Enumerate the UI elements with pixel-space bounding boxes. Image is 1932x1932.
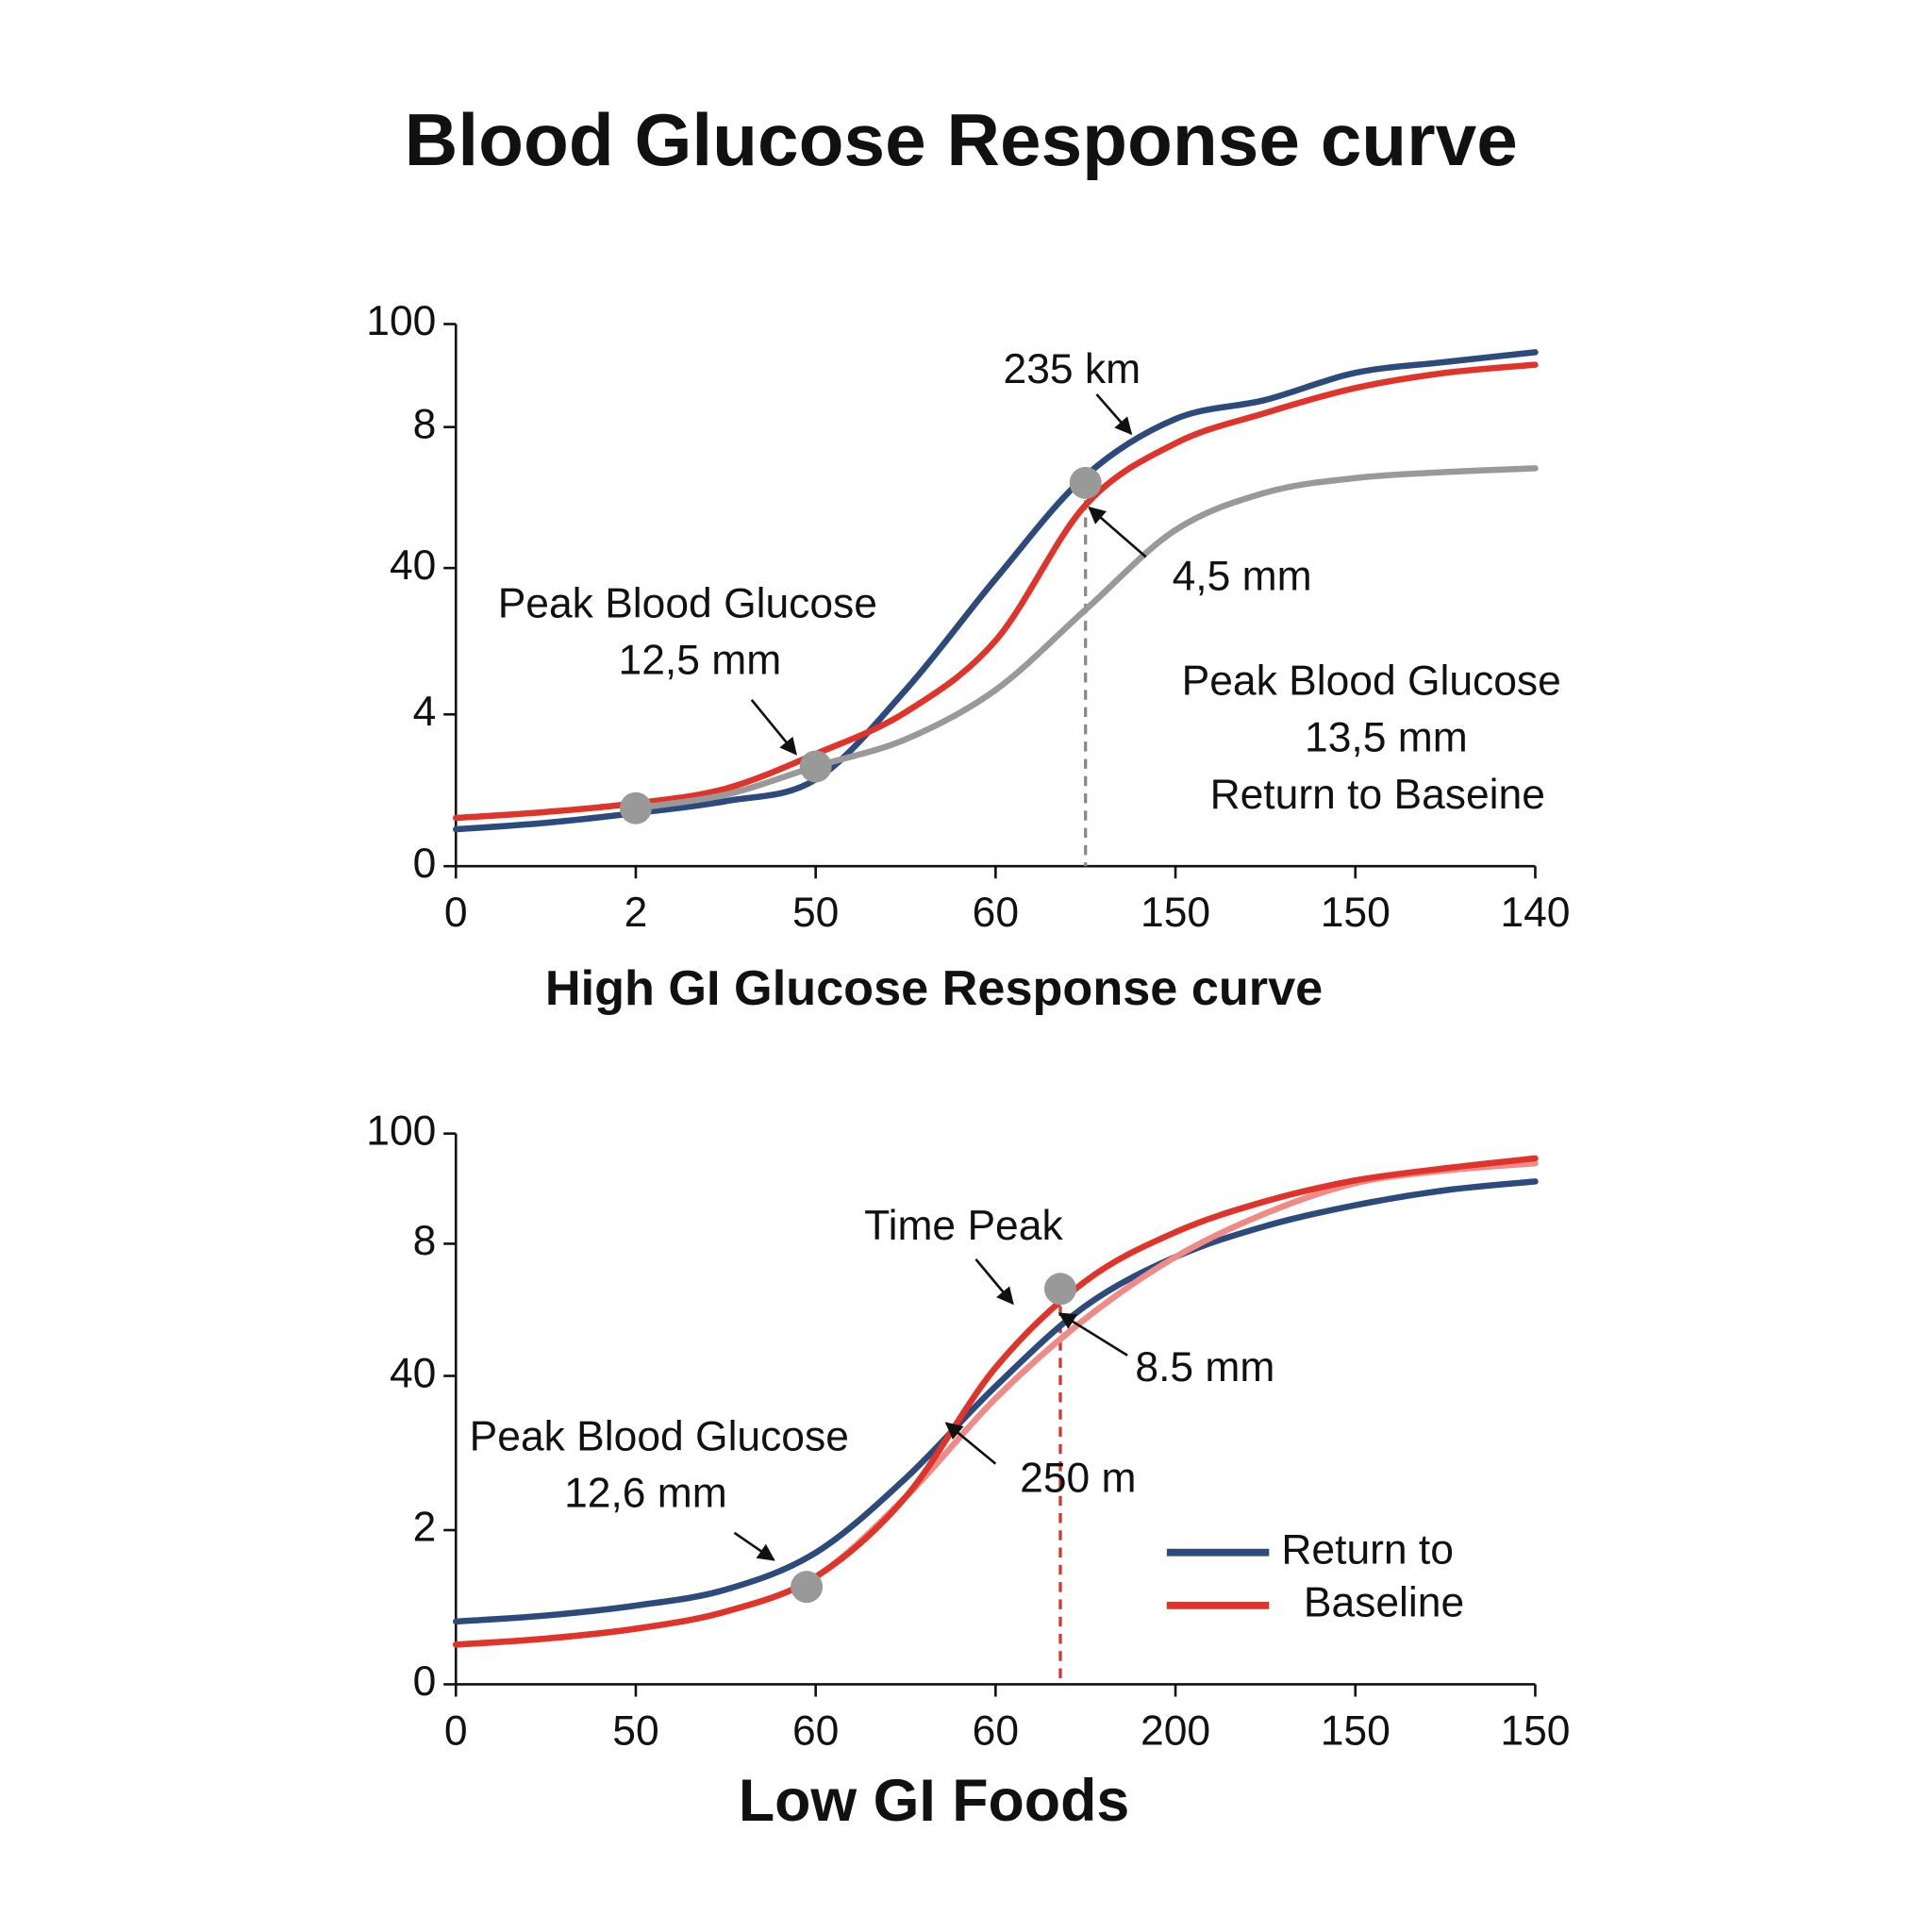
x-tick-label: 60 xyxy=(973,1707,1019,1754)
annotation: Return to Baseine xyxy=(1210,772,1545,818)
annotation-arrow xyxy=(1058,1312,1128,1357)
y-tick-label: 0 xyxy=(413,1658,437,1705)
x-tick-label: 150 xyxy=(1141,890,1210,936)
annotation: Peak Blood Glucose xyxy=(470,1413,849,1459)
x-tick-label: 50 xyxy=(612,1707,658,1754)
x-tick-label: 50 xyxy=(792,890,839,936)
y-tick-label: 100 xyxy=(366,1108,436,1154)
marker xyxy=(1069,466,1102,499)
y-tick-label: 100 xyxy=(366,298,436,344)
x-tick-label: 60 xyxy=(973,890,1019,936)
y-tick-label: 40 xyxy=(390,542,436,589)
annotation: 4,5 mm xyxy=(1173,554,1312,600)
x-tick-label: 140 xyxy=(1500,890,1570,936)
annotation: 13,5 mm xyxy=(1305,715,1468,761)
annotation: 12,5 mm xyxy=(619,637,782,683)
series-line xyxy=(632,465,1539,811)
x-tick-label: 60 xyxy=(792,1707,839,1754)
y-tick-label: 40 xyxy=(390,1350,436,1396)
y-tick-label: 8 xyxy=(413,401,437,447)
annotation-arrow xyxy=(1088,506,1147,558)
x-tick-label: 150 xyxy=(1321,890,1391,936)
x-axis-title: High GI Glucose Response curve xyxy=(545,961,1323,1016)
annotation-arrow xyxy=(1095,393,1133,436)
marker xyxy=(619,791,652,824)
title: Blood Glucose Response curve xyxy=(405,98,1518,181)
annotation: 250 m xyxy=(1020,1456,1136,1502)
x-tick-label: 200 xyxy=(1141,1707,1210,1754)
x-tick-label: 150 xyxy=(1321,1707,1391,1754)
marker xyxy=(1044,1273,1076,1306)
y-tick-label: 2 xyxy=(413,1505,437,1551)
x-tick-label: 0 xyxy=(444,890,468,936)
annotation: Peak Blood Glucose xyxy=(1182,658,1561,705)
annotation-arrow xyxy=(974,1258,1014,1306)
legend-label: Return to xyxy=(1281,1526,1454,1573)
annotation: Time Peak xyxy=(864,1203,1063,1249)
series-line xyxy=(452,1178,1539,1625)
y-tick-label: 0 xyxy=(413,841,437,887)
legend-label: Baseline xyxy=(1304,1580,1464,1626)
x-tick-label: 0 xyxy=(444,1707,468,1754)
x-tick-label: 150 xyxy=(1500,1707,1570,1754)
series-line xyxy=(452,1155,1539,1648)
annotation: 235 km xyxy=(1004,346,1141,392)
annotation: 8.5 mm xyxy=(1135,1344,1274,1391)
y-tick-label: 4 xyxy=(413,689,437,735)
annotation: 12,6 mm xyxy=(564,1470,727,1516)
marker xyxy=(791,1571,824,1604)
x-axis-title: Low GI Foods xyxy=(739,1768,1129,1834)
annotation-arrow xyxy=(733,1531,775,1561)
y-tick-label: 8 xyxy=(413,1218,437,1264)
annotation-arrow xyxy=(944,1422,997,1465)
x-tick-label: 2 xyxy=(625,890,648,936)
annotation: Peak Blood Glucose xyxy=(498,580,877,626)
annotation-arrow xyxy=(750,699,797,756)
marker xyxy=(799,750,832,783)
